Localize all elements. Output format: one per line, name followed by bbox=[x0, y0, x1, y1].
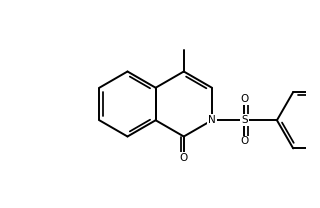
Text: O: O bbox=[180, 153, 188, 163]
Text: S: S bbox=[241, 115, 248, 125]
Text: O: O bbox=[240, 94, 249, 104]
Text: N: N bbox=[208, 115, 216, 125]
Text: O: O bbox=[240, 136, 249, 146]
